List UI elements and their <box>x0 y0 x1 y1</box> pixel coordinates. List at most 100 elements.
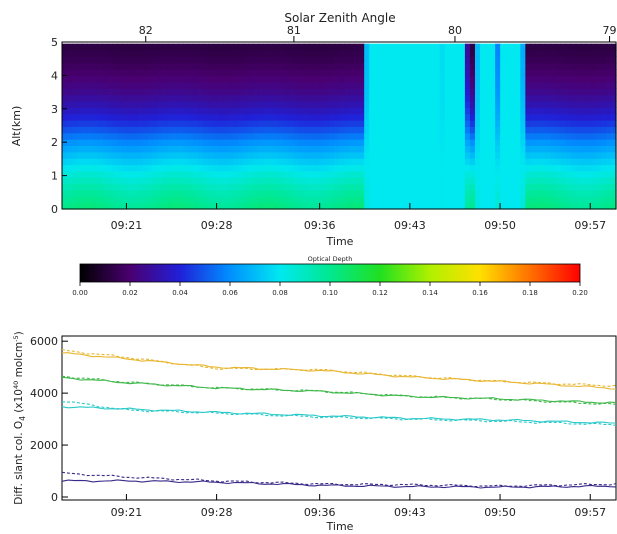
heatmap-cell <box>369 196 375 204</box>
heatmap-cell <box>480 170 486 178</box>
heatmap-cell <box>565 119 572 127</box>
heatmap-cell <box>187 62 194 70</box>
heatmap-cell <box>263 69 270 77</box>
heatmap-cell <box>575 119 582 127</box>
heatmap-cell <box>238 75 244 83</box>
heatmap-cell <box>288 100 295 108</box>
heatmap-cell <box>535 126 542 134</box>
heatmap-cell <box>233 189 239 197</box>
heatmap-cell <box>248 56 254 64</box>
heatmap-cell <box>243 69 249 77</box>
heatmap-cell <box>575 113 582 121</box>
heatmap-cell <box>228 151 234 159</box>
heatmap-cell <box>288 202 295 210</box>
heatmap-cell <box>333 69 340 77</box>
heatmap-cell <box>590 56 597 64</box>
heatmap-cell <box>288 170 295 178</box>
heatmap-cell <box>223 164 229 172</box>
heatmap-cell <box>500 56 506 64</box>
heatmap-cell <box>208 100 214 108</box>
heatmap-cell <box>359 50 365 57</box>
heatmap-cell <box>525 196 531 204</box>
heatmap-cell <box>298 81 305 89</box>
heatmap-cell <box>485 151 491 159</box>
heatmap-cell <box>92 183 98 191</box>
heatmap-cell <box>354 88 360 96</box>
heatmap-cell <box>208 189 214 197</box>
heatmap-cell <box>112 62 118 70</box>
heatmap-cell <box>172 100 179 108</box>
heatmap-cell <box>208 151 214 159</box>
heatmap-cell <box>525 75 531 83</box>
heatmap-cell <box>359 183 365 191</box>
heatmap-cell <box>485 100 491 108</box>
heatmap-cell <box>469 43 476 51</box>
heatmap-cell <box>192 81 199 89</box>
heatmap-x-tick-label: 09:28 <box>201 219 233 232</box>
heatmap-cell <box>197 177 204 185</box>
heatmap-cell <box>303 170 310 178</box>
heatmap-cell <box>142 50 149 57</box>
heatmap-cell <box>424 158 431 166</box>
heatmap-cell <box>233 75 239 83</box>
heatmap-cell <box>339 88 345 96</box>
heatmap-cell <box>172 202 179 210</box>
heatmap-cell <box>303 81 310 89</box>
heatmap-cell <box>439 88 446 96</box>
heatmap-cell <box>328 189 335 197</box>
heatmap-cell <box>434 56 441 64</box>
heatmap-cell <box>197 94 204 102</box>
heatmap-cell <box>67 158 73 166</box>
heatmap-cell <box>253 164 260 172</box>
heatmap-cell <box>268 56 275 64</box>
lineplot-x-tick-label: 09:28 <box>201 506 233 519</box>
heatmap-cell <box>555 145 562 153</box>
heatmap-cell <box>137 158 144 166</box>
heatmap-cell <box>122 183 129 191</box>
heatmap-cell <box>233 196 239 204</box>
heatmap-cell <box>197 164 204 172</box>
heatmap-cell <box>515 132 521 140</box>
heatmap-cell <box>157 151 164 159</box>
heatmap-cell <box>268 189 275 197</box>
heatmap-cell <box>485 177 491 185</box>
heatmap-cell <box>490 56 496 64</box>
heatmap-cell <box>394 164 401 172</box>
heatmap-cell <box>349 139 355 147</box>
heatmap-cell <box>192 100 199 108</box>
heatmap-cell <box>233 100 239 108</box>
heatmap-cell <box>218 75 224 83</box>
heatmap-cell <box>474 56 481 64</box>
heatmap-cell <box>248 183 254 191</box>
heatmap-cell <box>449 107 456 115</box>
heatmap-cell <box>318 69 325 77</box>
heatmap-cell <box>77 107 83 115</box>
heatmap-cell <box>97 189 103 197</box>
heatmap-cell <box>605 56 612 64</box>
heatmap-cell <box>167 113 174 121</box>
heatmap-cell <box>243 202 249 210</box>
heatmap-cell <box>223 170 229 178</box>
heatmap-cell <box>72 69 78 77</box>
heatmap-cell <box>414 151 421 159</box>
heatmap-cell <box>107 202 113 210</box>
heatmap-cell <box>147 69 154 77</box>
heatmap-cell <box>87 145 93 153</box>
lineplot-y-tick-label: 6000 <box>30 335 58 348</box>
heatmap-cell <box>127 81 134 89</box>
heatmap-cell <box>439 119 446 127</box>
heatmap-cell <box>117 177 124 185</box>
heatmap-cell <box>454 132 461 140</box>
heatmap-cell <box>122 81 129 89</box>
heatmap-cell <box>182 113 189 121</box>
heatmap-cell <box>313 189 320 197</box>
heatmap-cell <box>535 100 542 108</box>
heatmap-cell <box>187 50 194 57</box>
heatmap-cell <box>283 69 290 77</box>
heatmap-cell <box>228 88 234 96</box>
heatmap-cell <box>213 119 219 127</box>
heatmap-cell <box>369 62 375 70</box>
heatmap-cell <box>167 132 174 140</box>
heatmap-cell <box>283 100 290 108</box>
heatmap-cell <box>500 119 506 127</box>
